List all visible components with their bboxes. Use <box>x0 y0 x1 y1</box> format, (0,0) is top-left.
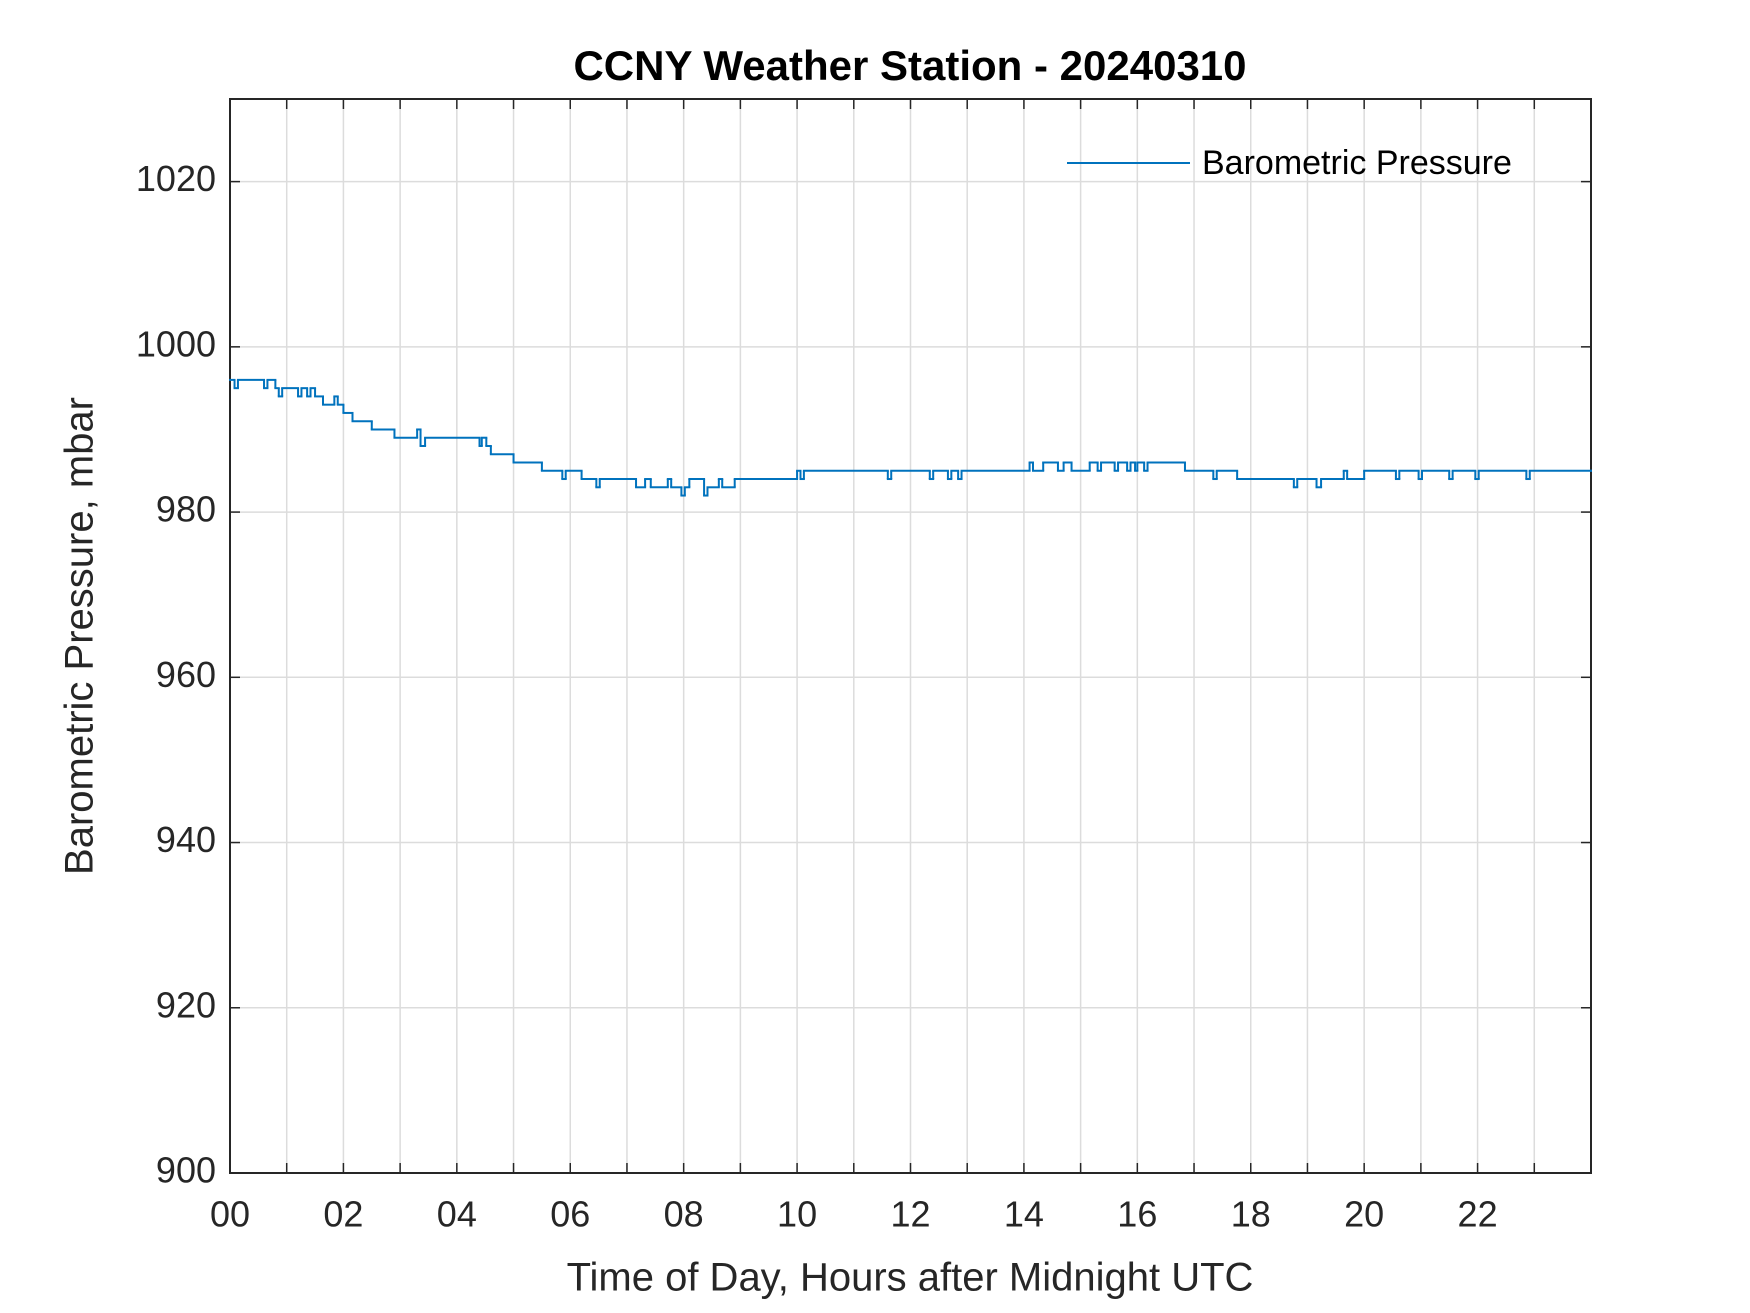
y-tick-label: 940 <box>156 819 216 860</box>
y-axis-label: Barometric Pressure, mbar <box>58 397 102 875</box>
x-tick-label: 00 <box>210 1194 250 1235</box>
x-tick-label: 18 <box>1231 1194 1271 1235</box>
x-tick-label: 12 <box>890 1194 930 1235</box>
y-tick-label: 900 <box>156 1150 216 1191</box>
legend-label: Barometric Pressure <box>1202 144 1512 182</box>
x-tick-label: 10 <box>777 1194 817 1235</box>
chart-title: CCNY Weather Station - 20240310 <box>573 42 1246 89</box>
y-tick-label: 1000 <box>136 323 216 364</box>
x-tick-label: 16 <box>1117 1194 1157 1235</box>
x-tick-label: 06 <box>550 1194 590 1235</box>
x-tick-label: 02 <box>323 1194 363 1235</box>
y-tick-label: 1020 <box>136 158 216 199</box>
x-tick-label: 22 <box>1458 1194 1498 1235</box>
x-tick-label: 14 <box>1004 1194 1044 1235</box>
y-tick-label: 960 <box>156 654 216 695</box>
x-axis-label: Time of Day, Hours after Midnight UTC <box>567 1256 1254 1300</box>
plot-frame <box>229 98 1592 1174</box>
y-tick-label: 920 <box>156 984 216 1025</box>
x-tick-label: 08 <box>664 1194 704 1235</box>
x-tick-label: 20 <box>1344 1194 1384 1235</box>
y-tick-label: 980 <box>156 489 216 530</box>
x-tick-label: 04 <box>437 1194 477 1235</box>
